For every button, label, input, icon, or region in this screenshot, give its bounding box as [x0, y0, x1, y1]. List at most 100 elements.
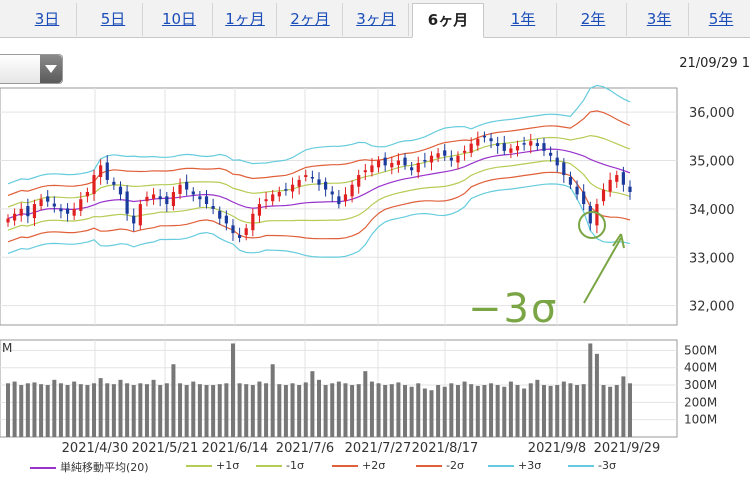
volume-bar	[455, 385, 460, 437]
volume-bar	[277, 384, 282, 437]
legend-label: +2σ	[362, 459, 386, 472]
candlestick	[317, 179, 321, 185]
volume-bar	[442, 386, 447, 437]
volume-bar	[369, 381, 374, 437]
candlestick	[396, 160, 401, 165]
date-tick-label: 2021/9/29	[594, 441, 661, 456]
volume-bar	[164, 383, 169, 437]
volume-bar	[297, 385, 302, 437]
candlestick	[244, 228, 248, 236]
volume-bar	[65, 385, 70, 437]
candlestick	[191, 191, 195, 195]
volume-bar	[436, 385, 441, 437]
tab-10[interactable]: 5年	[692, 3, 750, 36]
candlestick	[185, 181, 189, 190]
plus-3-sigma-line	[7, 84, 631, 185]
volume-bar	[317, 379, 321, 437]
volume-bar	[125, 383, 130, 437]
candlestick	[145, 196, 149, 202]
tab-5[interactable]: 3ヶ月	[344, 3, 409, 36]
plus-2-sigma-line	[7, 110, 631, 196]
tab-4[interactable]: 2ヶ月	[278, 3, 343, 36]
volume-bar	[541, 385, 546, 437]
legend-item: +2σ	[332, 459, 385, 472]
candlestick	[509, 148, 513, 153]
price-tick-label: 33,000	[689, 251, 735, 266]
candlestick	[515, 146, 520, 151]
volume-bar	[489, 383, 494, 437]
candlestick	[158, 196, 162, 200]
legend-item: +1σ	[186, 459, 239, 472]
candlestick	[582, 191, 586, 205]
volume-bar	[111, 384, 116, 437]
candlestick	[456, 155, 460, 163]
candlestick	[522, 143, 526, 145]
volume-bar	[257, 381, 262, 437]
volume-bar	[138, 383, 143, 437]
volume-bar	[350, 385, 355, 437]
volume-bar	[211, 385, 216, 437]
volume-bar	[98, 378, 103, 437]
candlestick	[429, 155, 434, 163]
tab-8[interactable]: 2年	[560, 3, 627, 36]
tab-0[interactable]: 3日	[18, 3, 77, 36]
tab-7[interactable]: 1年	[490, 3, 557, 36]
volume-bar	[403, 385, 408, 437]
candlestick	[615, 175, 619, 182]
candlestick	[85, 191, 90, 197]
chevron-down-icon	[45, 65, 57, 73]
candlestick	[13, 213, 17, 221]
tab-9[interactable]: 3年	[630, 3, 689, 36]
date-tick-label: 2021/4/30	[62, 441, 129, 456]
candlestick	[476, 138, 480, 146]
volume-bar	[621, 376, 626, 437]
candlestick	[403, 157, 407, 166]
candlestick	[535, 143, 539, 147]
candlestick	[304, 175, 308, 177]
tab-6[interactable]: 6ヶ月	[412, 3, 484, 38]
volume-bar	[78, 384, 83, 437]
legend-label: +3σ	[518, 459, 542, 472]
volume-bar	[45, 385, 50, 437]
candlestick	[575, 186, 579, 195]
dropdown-button[interactable]	[40, 55, 62, 83]
candlestick	[251, 213, 255, 231]
volume-bar	[39, 384, 44, 437]
candlestick	[357, 175, 361, 187]
candlestick	[99, 165, 103, 177]
price-tick-label: 36,000	[689, 106, 735, 121]
candlestick	[59, 208, 63, 212]
sigma-annotation: −3σ	[468, 286, 559, 332]
arrow-head-icon	[612, 233, 625, 249]
volume-bar	[581, 384, 586, 437]
legend-swatch	[568, 465, 594, 467]
candlestick	[218, 210, 222, 219]
volume-bar	[270, 364, 275, 437]
candlestick	[443, 150, 447, 156]
annotation-circle	[578, 211, 606, 239]
volume-bar	[568, 383, 573, 437]
legend-label: -3σ	[598, 459, 616, 472]
legend-swatch	[416, 465, 442, 467]
candlestick	[601, 189, 606, 202]
candlestick	[562, 162, 566, 176]
volume-bar	[614, 385, 619, 437]
candlestick	[370, 165, 374, 173]
legend-item: +3σ	[488, 459, 541, 472]
indicator-select[interactable]	[0, 54, 63, 84]
volume-bar	[522, 388, 527, 437]
date-tick-label: 2021/8/17	[412, 441, 479, 456]
volume-bar	[422, 388, 427, 437]
period-tabs: 3日 5日 10日 1ヶ月 2ヶ月 3ヶ月 6ヶ月 1年 2年 3年 5年	[0, 0, 750, 38]
tab-1[interactable]: 5日	[84, 3, 143, 36]
candlestick	[151, 194, 156, 199]
volume-bar	[25, 383, 30, 437]
candlestick	[132, 215, 136, 224]
volume-bar	[561, 381, 566, 437]
tab-3[interactable]: 1ヶ月	[214, 3, 277, 36]
chart-datetime: 21/09/29 1	[679, 56, 750, 71]
volume-bar	[131, 385, 136, 437]
candlestick	[277, 191, 281, 197]
tab-2[interactable]: 10日	[146, 3, 213, 36]
